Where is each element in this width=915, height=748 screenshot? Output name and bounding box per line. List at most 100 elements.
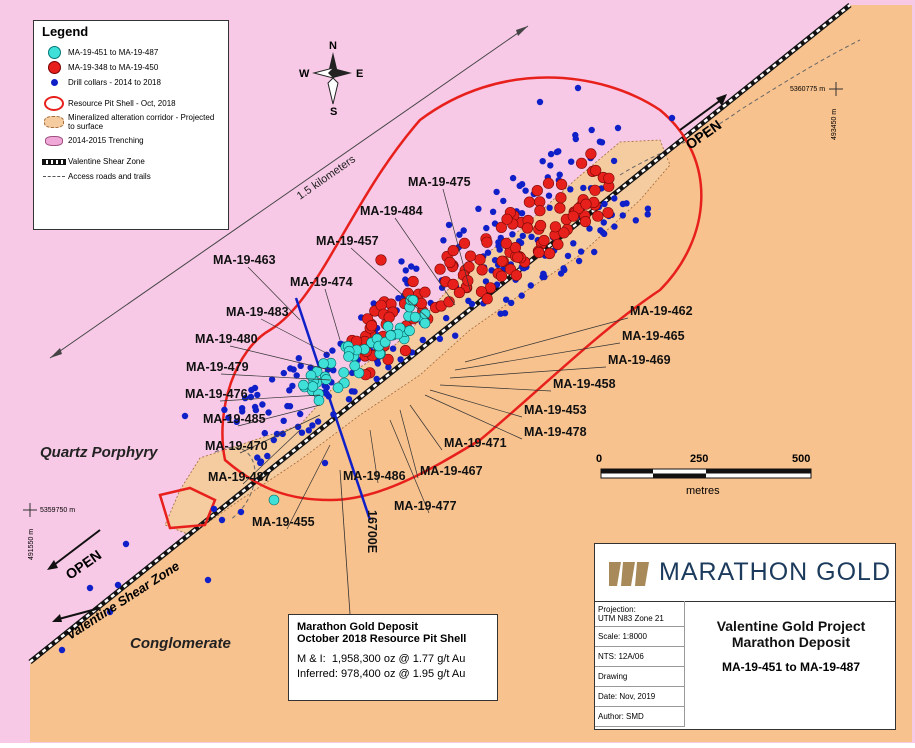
drill-collar (397, 356, 404, 363)
drill-collar (523, 196, 536, 208)
drill-collar (293, 372, 300, 379)
blue-dot-icon (50, 79, 58, 86)
inferred-label: Inferred: (297, 668, 338, 680)
drill-collar (510, 269, 523, 281)
hole-range-title: MA-19-451 to MA-19-487 (721, 660, 861, 674)
drill-collar (592, 210, 604, 222)
leader-line (399, 409, 419, 479)
drill-collar (644, 205, 652, 212)
hole-label: MA-19-478 (524, 425, 587, 439)
shear-zone-icon (42, 158, 66, 165)
legend-item-road: Access roads and trails (40, 169, 228, 184)
access-road (214, 39, 861, 521)
drill-collar (332, 382, 344, 394)
drill-collar (366, 320, 378, 332)
drill-collar (419, 308, 431, 320)
drill-collar (601, 200, 608, 208)
drill-collar (294, 423, 302, 430)
drill-collar (577, 248, 585, 255)
drill-collar (518, 181, 526, 188)
drill-collar (375, 254, 387, 266)
drill-collar (407, 294, 419, 306)
drill-collar (221, 406, 228, 413)
cyan-dot-icon (47, 46, 61, 59)
date: Date: Nov, 2019 (595, 687, 685, 707)
leader-line (442, 188, 471, 291)
drill-collar (122, 540, 130, 548)
drill-collar (323, 351, 330, 358)
drill-collar (610, 157, 618, 165)
drill-collar (309, 422, 316, 429)
drill-collar (314, 418, 322, 425)
compass-s: S (330, 106, 337, 118)
drill-collar (482, 278, 490, 285)
leader-line (260, 318, 331, 356)
drill-collar (500, 237, 512, 249)
drill-collar (568, 158, 575, 165)
drill-collar (597, 227, 604, 234)
leader-line (286, 444, 331, 530)
drawing: Drawing (595, 667, 685, 687)
legend-label: Access roads and trails (68, 172, 151, 181)
leader-line (389, 419, 430, 514)
drill-collar (521, 222, 534, 234)
drill-collar (591, 248, 598, 256)
drill-collar (501, 213, 513, 225)
drill-collar (305, 427, 312, 434)
drill-collar (349, 360, 361, 372)
drill-collar (254, 391, 261, 399)
hole-label: MA-19-480 (195, 332, 258, 346)
drill-collar (280, 417, 287, 424)
drill-collar (476, 264, 488, 276)
drill-collar (619, 200, 627, 208)
drill-collar (495, 221, 508, 233)
drill-collar (218, 516, 226, 524)
drill-collar (313, 395, 325, 406)
drill-collar (398, 258, 405, 265)
drill-collar (575, 257, 583, 265)
deposit-mi-row: M & I: 1,958,300 oz @ 1.77 g/t Au (297, 653, 489, 665)
drill-collar (589, 184, 601, 196)
drill-collar (286, 387, 293, 394)
drill-collar (534, 219, 547, 232)
leader-line (429, 389, 523, 418)
legend-item-blue: Drill collars - 2014 to 2018 (40, 75, 228, 90)
marathon-logo-icon (609, 561, 649, 586)
leader-line (239, 414, 321, 454)
rock-unit-quartz-porphyry: Quartz Porphyry (40, 444, 158, 461)
scale-tick-250: 250 (690, 453, 708, 465)
drill-collar (373, 375, 380, 383)
drill-collar (632, 217, 639, 224)
drill-collar (443, 314, 450, 322)
mi-label: M & I: (297, 653, 326, 665)
drill-collar (445, 221, 453, 229)
pit-shell-icon (44, 96, 64, 111)
drill-collar (408, 263, 415, 270)
legend: Legend MA-19-451 to MA-19-487 MA-19-348 … (33, 20, 229, 230)
drill-collar (611, 223, 618, 230)
drill-collar (239, 408, 246, 415)
drill-collar (564, 252, 572, 260)
grid-label-northing-ne: 5360775 m (790, 86, 825, 93)
title-block: MARATHON GOLD Projection: UTM N83 Zone 2… (594, 543, 896, 730)
drill-collar (261, 429, 268, 437)
drill-collar (493, 188, 500, 196)
hole-label: MA-19-476 (185, 387, 248, 401)
deposit-title-1: Marathon Gold Deposit (297, 621, 418, 633)
drill-collar (644, 211, 651, 218)
drill-collar (453, 286, 466, 299)
hole-label: MA-19-453 (524, 403, 587, 417)
legend-label: MA-19-451 to MA-19-487 (68, 48, 159, 57)
north-arrow-icon: N S E W (299, 40, 363, 118)
drill-collar (543, 247, 556, 260)
scale-unit: metres (686, 485, 720, 497)
leader-line (394, 217, 456, 306)
grid-label-northing-sw: 5359750 m (40, 507, 75, 514)
leader-line (242, 429, 301, 485)
legend-title: Legend (42, 24, 89, 39)
drill-collar (330, 367, 337, 374)
drill-collar (419, 286, 431, 298)
drill-collar (600, 219, 607, 226)
drill-collar (419, 336, 426, 344)
distance-arrowhead-left (50, 348, 62, 358)
